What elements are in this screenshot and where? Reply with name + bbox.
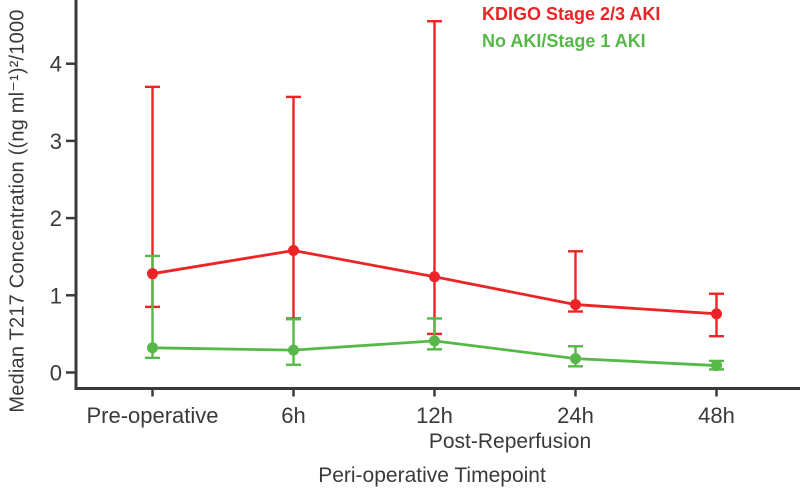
x-tick-label: Pre-operative	[86, 403, 218, 428]
legend-item-no-aki-stage-1-aki: No AKI/Stage 1 AKI	[482, 31, 646, 51]
data-point	[288, 245, 299, 257]
y-tick-label: 3	[50, 129, 62, 154]
y-tick-label: 0	[50, 361, 62, 386]
data-point	[429, 271, 440, 283]
data-point	[288, 344, 299, 356]
data-point	[570, 299, 581, 311]
x-tick-label: 12h	[416, 403, 453, 428]
data-point	[147, 342, 158, 354]
x-axis-title: Peri-operative Timepoint	[318, 464, 546, 487]
y-tick-label: 1	[50, 283, 62, 308]
legend-item-kdigo-stage-2-3-aki: KDIGO Stage 2/3 AKI	[482, 4, 661, 24]
x-tick-label: 24h	[557, 403, 594, 428]
data-point	[711, 308, 722, 320]
y-axis-label: Median T217 Concentration ((ng ml⁻¹)²/10…	[6, 9, 29, 413]
data-point	[147, 268, 158, 280]
data-point	[570, 353, 581, 365]
y-tick-label: 2	[50, 206, 62, 231]
data-point	[429, 335, 440, 347]
x-axis-group-label: Post-Reperfusion	[428, 430, 592, 453]
x-tick-label: 6h	[281, 403, 305, 428]
y-tick-label: 4	[50, 52, 62, 77]
legend: KDIGO Stage 2/3 AKI No AKI/Stage 1 AKI	[482, 1, 660, 55]
x-tick-label: 48h	[698, 403, 735, 428]
data-point	[711, 360, 722, 372]
